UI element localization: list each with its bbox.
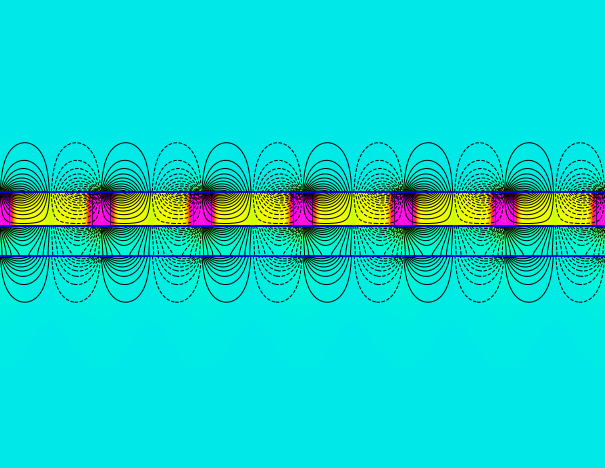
Bar xyxy=(596,192,605,226)
Bar xyxy=(92,192,110,226)
Bar xyxy=(293,192,312,226)
Bar xyxy=(192,192,211,226)
Bar xyxy=(495,192,513,226)
Bar xyxy=(394,192,413,226)
Bar xyxy=(0,192,9,226)
